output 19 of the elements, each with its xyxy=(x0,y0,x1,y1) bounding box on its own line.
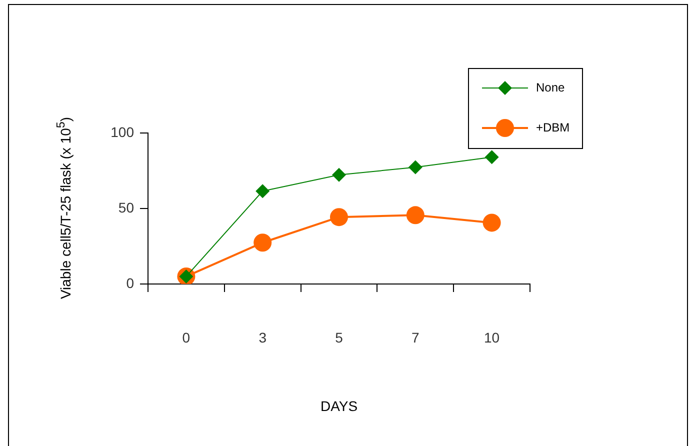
point xyxy=(254,234,272,252)
point xyxy=(330,208,348,226)
y-tick-label: 50 xyxy=(118,199,134,216)
x-tick-label: 0 xyxy=(182,329,190,346)
point xyxy=(482,214,501,232)
y-tick-label: 100 xyxy=(110,124,134,140)
point xyxy=(484,150,499,164)
x-axis-title: DAYS xyxy=(320,398,358,414)
x-tick-label: 3 xyxy=(258,329,267,346)
legend-label: None xyxy=(536,80,566,94)
x-tick-label: 7 xyxy=(412,329,420,346)
point xyxy=(256,184,270,198)
point xyxy=(406,206,424,224)
y-tick-label: 0 xyxy=(126,274,134,291)
point xyxy=(332,168,346,182)
x-tick-label: 5 xyxy=(335,329,344,346)
x-tick-label: 10 xyxy=(484,329,500,346)
legend-label: +DBM xyxy=(536,120,570,134)
point xyxy=(408,160,422,174)
